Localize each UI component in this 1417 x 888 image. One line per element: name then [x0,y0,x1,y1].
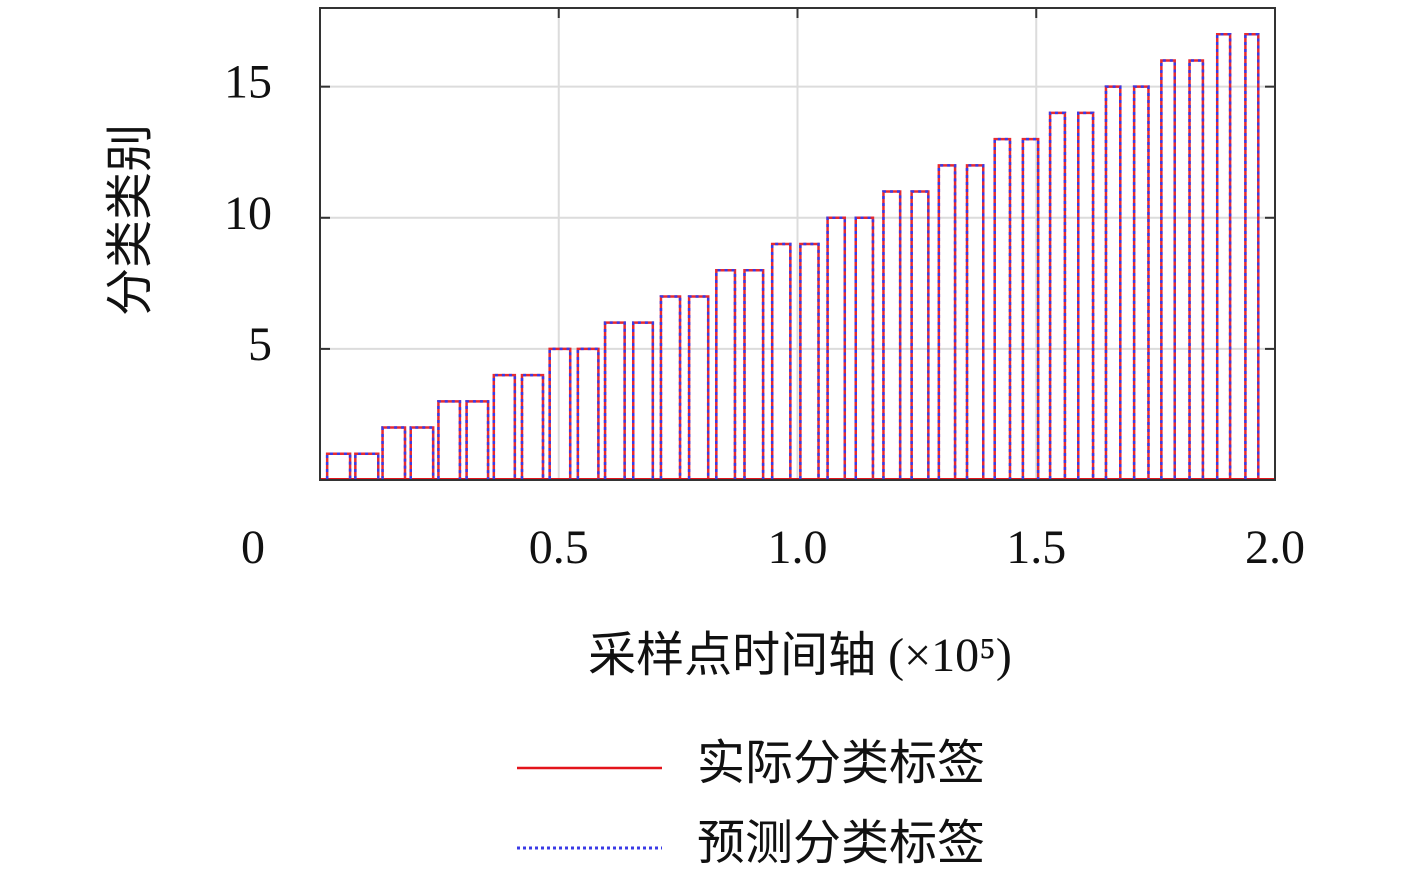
pulse [715,268,737,479]
pulse [687,295,710,479]
y-tick-label: 5 [248,318,272,371]
pulse [1215,32,1232,479]
pulse [465,400,490,479]
pulse [965,164,985,479]
pulse [354,452,380,479]
pulse [603,321,626,479]
pulse [437,400,462,479]
y-axis-label: 分类类别 [104,124,157,316]
pulse [882,190,902,479]
pulse [743,268,765,479]
x-tick-label: 1.0 [768,521,828,574]
pulse [743,268,765,479]
pulse [576,347,600,479]
pulse [1132,85,1150,479]
pulse [1160,59,1176,479]
pulse [715,268,737,479]
x-axis-label: 采样点时间轴 (×10⁵) [588,629,1012,682]
pulse [1104,85,1122,479]
pulse [659,295,682,479]
pulse [687,295,710,479]
pulse [381,426,407,479]
pulse [910,190,930,479]
pulse [1077,111,1095,479]
pulse [603,321,626,479]
pulse [770,242,792,479]
pulse [1077,111,1095,479]
pulse [910,190,930,479]
pulse [1188,59,1205,479]
x-tick-label: 2.0 [1245,521,1305,574]
legend-label: 实际分类标签 [697,737,985,790]
legend-label: 预测分类标签 [697,817,985,870]
pulse [854,216,875,479]
pulse [1188,59,1205,479]
pulse [993,137,1012,479]
pulse [1132,85,1150,479]
pulse [1021,137,1040,479]
pulse [325,452,352,479]
pulse [1160,59,1176,479]
pulse [631,321,655,479]
pulse [937,164,957,479]
pulse [965,164,985,479]
pulse [437,400,462,479]
pulse [799,242,820,479]
pulse [465,400,490,479]
x-tick-label: 0 [241,521,265,574]
pulse [1048,111,1067,479]
x-tick-label: 1.5 [1006,521,1066,574]
pulse [354,452,380,479]
x-tick-label: 0.5 [529,521,589,574]
pulse [548,347,572,479]
pulse [993,137,1012,479]
pulse [576,347,600,479]
plot-frame [319,7,1276,481]
pulse [799,242,820,479]
y-tick-label: 15 [224,56,272,109]
pulse [492,373,517,479]
pulse [631,321,655,479]
pulse [1048,111,1067,479]
pulse [1215,32,1232,479]
pulse [1244,32,1260,479]
pulse [325,452,352,479]
pulse [492,373,517,479]
pulse [1244,32,1260,479]
pulse [409,426,435,479]
pulse [770,242,792,479]
pulse [381,426,407,479]
pulse [882,190,902,479]
pulse [1104,85,1122,479]
pulse [409,426,435,479]
pulse [520,373,545,479]
y-tick-label: 10 [224,187,272,240]
pulse [937,164,957,479]
pulse [659,295,682,479]
pulse [520,373,545,479]
pulse [826,216,847,479]
pulse [548,347,572,479]
